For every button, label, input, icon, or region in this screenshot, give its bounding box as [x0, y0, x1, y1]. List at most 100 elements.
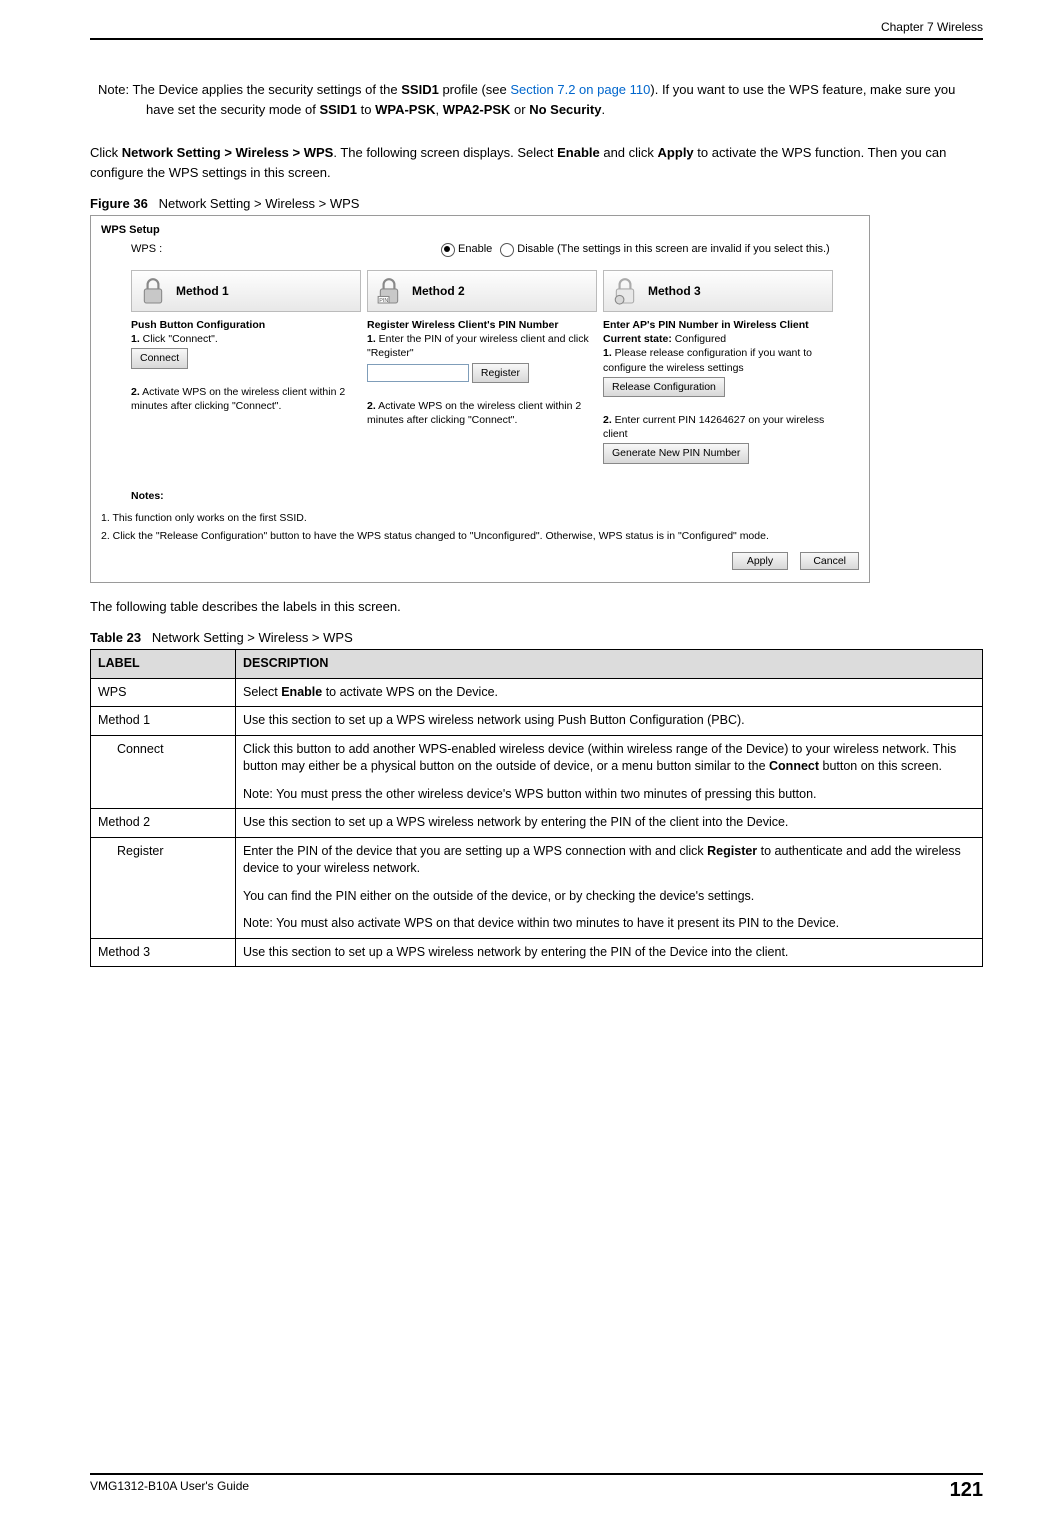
table-row: Method 2 Use this section to set up a WP…	[91, 809, 983, 838]
note-text: .	[601, 102, 605, 117]
step2-num: 2.	[131, 386, 140, 398]
state-value: Configured	[672, 333, 726, 345]
text: and click	[600, 145, 658, 160]
cell-desc: Click this button to add another WPS-ena…	[236, 735, 983, 809]
cell-desc: Use this section to set up a WPS wireles…	[236, 938, 983, 967]
lock-gear-icon	[612, 277, 638, 305]
guide-name: VMG1312-B10A User's Guide	[90, 1479, 249, 1493]
enable-bold: Enable	[557, 145, 600, 160]
cell-label: Method 3	[91, 938, 236, 967]
para2: You can find the PIN either on the outsi…	[243, 888, 975, 906]
table-row: WPS Select Enable to activate WPS on the…	[91, 678, 983, 707]
method3-col: Method 3 Enter AP's PIN Number in Wirele…	[603, 270, 833, 466]
radio-enable[interactable]	[441, 243, 455, 257]
cell-desc: Select Enable to activate WPS on the Dev…	[236, 678, 983, 707]
table-header-row: LABEL DESCRIPTION	[91, 650, 983, 679]
state-label: Current state:	[603, 333, 672, 345]
register-button[interactable]: Register	[472, 363, 529, 383]
page-number: 121	[950, 1479, 983, 1502]
note-text: Note: The Device applies the security se…	[98, 82, 401, 97]
wps-screenshot: WPS Setup WPS : Enable Disable (The sett…	[90, 215, 870, 583]
figure-caption-text: Network Setting > Wireless > WPS	[159, 196, 360, 211]
method3-title: Enter AP's PIN Number in Wireless Client	[603, 319, 809, 331]
no-security: No Security	[529, 102, 601, 117]
table-row: Connect Click this button to add another…	[91, 735, 983, 809]
apply-button[interactable]: Apply	[732, 552, 788, 570]
text: Select	[243, 685, 281, 699]
lock-pin-icon: PIN	[376, 277, 402, 305]
pin-input[interactable]	[367, 364, 469, 382]
text: Click	[90, 145, 122, 160]
cell-label: Method 1	[91, 707, 236, 736]
th-description: DESCRIPTION	[236, 650, 983, 679]
table-caption: Table 23 Network Setting > Wireless > WP…	[90, 630, 983, 645]
method2-col: PIN Method 2 Register Wireless Client's …	[367, 270, 597, 466]
release-config-button[interactable]: Release Configuration	[603, 377, 725, 397]
description-table: LABEL DESCRIPTION WPS Select Enable to a…	[90, 649, 983, 967]
figure-label: Figure 36	[90, 196, 148, 211]
bold: Connect	[769, 759, 819, 773]
page-footer: VMG1312-B10A User's Guide 121	[90, 1473, 983, 1502]
table-caption-text: Network Setting > Wireless > WPS	[152, 630, 353, 645]
wpa-psk: WPA-PSK	[375, 102, 435, 117]
m3-step2-num: 2.	[603, 414, 612, 426]
breadcrumb-bold: Network Setting > Wireless > WPS	[122, 145, 334, 160]
method1-col: Method 1 Push Button Configuration 1. Cl…	[131, 270, 361, 466]
step1-num: 1.	[131, 333, 140, 345]
th-label: LABEL	[91, 650, 236, 679]
cell-desc: Use this section to set up a WPS wireles…	[236, 809, 983, 838]
svg-text:PIN: PIN	[379, 298, 388, 304]
text: to activate WPS on the Device.	[322, 685, 498, 699]
notes-head: Notes:	[131, 490, 164, 502]
note-text: ,	[436, 102, 443, 117]
note-2: 2. Click the "Release Configuration" but…	[101, 530, 859, 542]
step1-text: Click "Connect".	[140, 333, 218, 345]
method1-title: Push Button Configuration	[131, 319, 265, 331]
cell-label: Method 2	[91, 809, 236, 838]
text: button on this screen.	[819, 759, 942, 773]
section-link[interactable]: Section 7.2 on page 110	[510, 82, 650, 97]
ssid1b: SSID1	[319, 102, 357, 117]
m2-step2-text: Activate WPS on the wireless client with…	[367, 400, 581, 426]
generate-pin-button[interactable]: Generate New PIN Number	[603, 443, 749, 463]
chapter-header: Chapter 7 Wireless	[90, 20, 983, 38]
note-text: profile (see	[439, 82, 511, 97]
step2-text: Activate WPS on the wireless client with…	[131, 386, 345, 412]
m2-step1-num: 1.	[367, 333, 376, 345]
cell-desc: Enter the PIN of the device that you are…	[236, 837, 983, 938]
disable-label: Disable (The settings in this screen are…	[517, 243, 829, 255]
lock-icon	[140, 277, 166, 305]
note-text: or	[510, 102, 529, 117]
m2-step1-text: Enter the PIN of your wireless client an…	[367, 333, 589, 359]
m2-step2-num: 2.	[367, 400, 376, 412]
pin-value: 14264627	[699, 414, 746, 426]
cell-desc: Use this section to set up a WPS wireles…	[236, 707, 983, 736]
bold: Register	[707, 844, 757, 858]
wpa2-psk: WPA2-PSK	[443, 102, 511, 117]
intro-para: Click Network Setting > Wireless > WPS. …	[90, 143, 983, 182]
cell-label: Connect	[91, 735, 236, 809]
table-row: Method 1 Use this section to set up a WP…	[91, 707, 983, 736]
method1-head: Method 1	[176, 284, 229, 298]
method3-head: Method 3	[648, 284, 701, 298]
note-block: Note: The Device applies the security se…	[90, 80, 983, 119]
wps-setup-title: WPS Setup	[101, 224, 859, 236]
connect-button[interactable]: Connect	[131, 348, 188, 368]
note-text: to	[357, 102, 375, 117]
wps-label: WPS :	[131, 243, 441, 255]
m3-step1-text: Please release configuration if you want…	[603, 347, 812, 373]
m3-step2-texta: Enter current PIN	[612, 414, 699, 426]
method2-title: Register Wireless Client's PIN Number	[367, 319, 558, 331]
apply-bold: Apply	[658, 145, 694, 160]
ssid1: SSID1	[401, 82, 439, 97]
radio-disable[interactable]	[500, 243, 514, 257]
cell-label: Register	[91, 837, 236, 938]
cancel-button[interactable]: Cancel	[800, 552, 859, 570]
inner-note: Note: You must also activate WPS on that…	[243, 915, 975, 933]
enable-label: Enable	[458, 243, 492, 255]
table-row: Method 3 Use this section to set up a WP…	[91, 938, 983, 967]
table-row: Register Enter the PIN of the device tha…	[91, 837, 983, 938]
cell-label: WPS	[91, 678, 236, 707]
text: Enter the PIN of the device that you are…	[243, 844, 707, 858]
table-label: Table 23	[90, 630, 141, 645]
